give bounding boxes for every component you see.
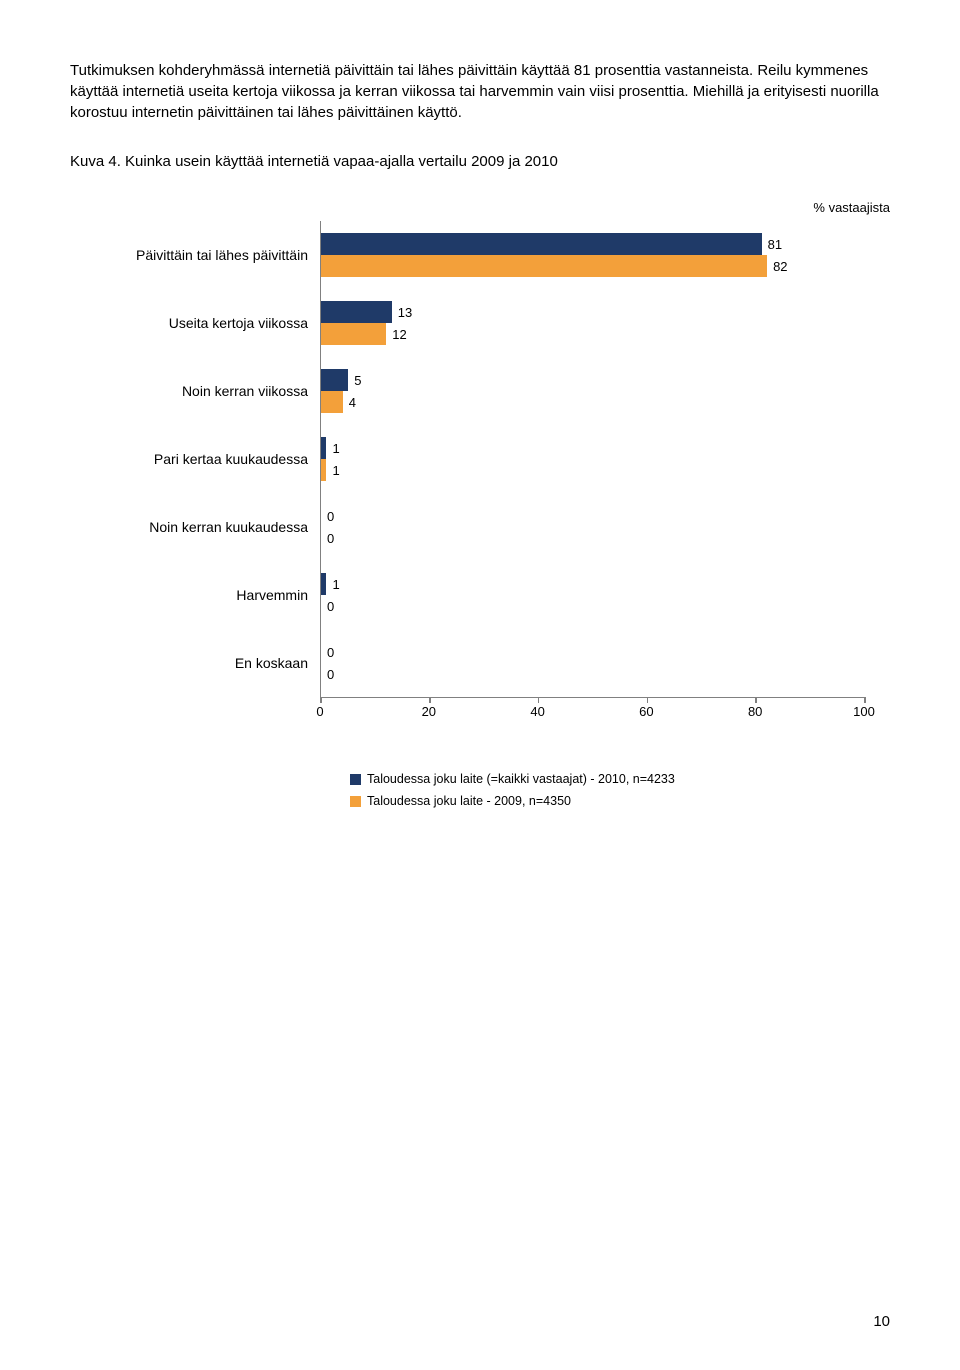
bar-value-label: 0	[327, 599, 334, 614]
bar-row: 00	[321, 493, 864, 561]
bar-row: 11	[321, 425, 864, 493]
bar-value-label: 12	[392, 327, 406, 342]
x-tick-mark	[538, 697, 540, 703]
bar-wrap: 0	[321, 505, 864, 527]
bar-row: 54	[321, 357, 864, 425]
body-paragraph: Tutkimuksen kohderyhmässä internetiä päi…	[70, 60, 890, 123]
bar-wrap: 0	[321, 663, 864, 685]
chart-legend: Taloudessa joku laite (=kaikki vastaajat…	[350, 772, 890, 808]
legend-swatch	[350, 774, 361, 785]
legend-item: Taloudessa joku laite (=kaikki vastaajat…	[350, 772, 890, 786]
bar-wrap: 12	[321, 323, 864, 345]
x-tick-mark	[320, 697, 322, 703]
bar-wrap: 13	[321, 301, 864, 323]
bar-value-label: 0	[327, 667, 334, 682]
bar	[321, 369, 348, 391]
x-tick-mark	[864, 697, 866, 703]
chart-y-unit-label: % vastaajista	[70, 200, 890, 215]
bar-value-label: 1	[332, 577, 339, 592]
legend-label: Taloudessa joku laite - 2009, n=4350	[367, 794, 571, 808]
bar-wrap: 0	[321, 527, 864, 549]
category-label: Noin kerran viikossa	[70, 357, 320, 425]
category-label: Noin kerran kuukaudessa	[70, 493, 320, 561]
bar-row: 10	[321, 561, 864, 629]
bar-wrap: 1	[321, 573, 864, 595]
category-label: En koskaan	[70, 629, 320, 697]
category-label: Harvemmin	[70, 561, 320, 629]
bar-value-label: 1	[332, 463, 339, 478]
bar	[321, 437, 326, 459]
page-number: 10	[873, 1313, 890, 1330]
bar-value-label: 0	[327, 509, 334, 524]
bar-chart: % vastaajista Päivittäin tai lähes päivi…	[70, 200, 890, 808]
bar-row: 00	[321, 629, 864, 697]
x-tick-label: 60	[639, 704, 653, 719]
x-tick-label: 20	[422, 704, 436, 719]
x-tick-label: 40	[530, 704, 544, 719]
chart-plot-area: 818213125411001000	[320, 221, 864, 698]
bar	[321, 233, 762, 255]
bar-row: 1312	[321, 289, 864, 357]
bar-value-label: 81	[768, 237, 782, 252]
bar-value-label: 4	[349, 395, 356, 410]
bar	[321, 301, 392, 323]
bar-value-label: 13	[398, 305, 412, 320]
bar	[321, 255, 767, 277]
legend-label: Taloudessa joku laite (=kaikki vastaajat…	[367, 772, 675, 786]
bar-value-label: 82	[773, 259, 787, 274]
bar-wrap: 0	[321, 595, 864, 617]
bar-value-label: 5	[354, 373, 361, 388]
category-label: Päivittäin tai lähes päivittäin	[70, 221, 320, 289]
bar-wrap: 81	[321, 233, 864, 255]
bar	[321, 573, 326, 595]
bar-value-label: 0	[327, 645, 334, 660]
x-tick-mark	[755, 697, 757, 703]
bar	[321, 323, 386, 345]
x-tick-label: 80	[748, 704, 762, 719]
x-tick-label: 100	[853, 704, 875, 719]
bar-wrap: 4	[321, 391, 864, 413]
x-tick-mark	[647, 697, 649, 703]
chart-category-labels: Päivittäin tai lähes päivittäinUseita ke…	[70, 221, 320, 698]
category-label: Useita kertoja viikossa	[70, 289, 320, 357]
bar	[321, 391, 343, 413]
bar-value-label: 1	[332, 441, 339, 456]
bar	[321, 459, 326, 481]
figure-caption: Kuva 4. Kuinka usein käyttää internetiä …	[70, 151, 890, 172]
legend-item: Taloudessa joku laite - 2009, n=4350	[350, 794, 890, 808]
x-tick-label: 0	[316, 704, 323, 719]
bar-wrap: 1	[321, 437, 864, 459]
bar-wrap: 1	[321, 459, 864, 481]
x-tick-mark	[429, 697, 431, 703]
legend-swatch	[350, 796, 361, 807]
bar-row: 8182	[321, 221, 864, 289]
bar-wrap: 82	[321, 255, 864, 277]
category-label: Pari kertaa kuukaudessa	[70, 425, 320, 493]
chart-x-axis: 020406080100	[320, 704, 866, 724]
bar-wrap: 5	[321, 369, 864, 391]
bar-wrap: 0	[321, 641, 864, 663]
bar-value-label: 0	[327, 531, 334, 546]
